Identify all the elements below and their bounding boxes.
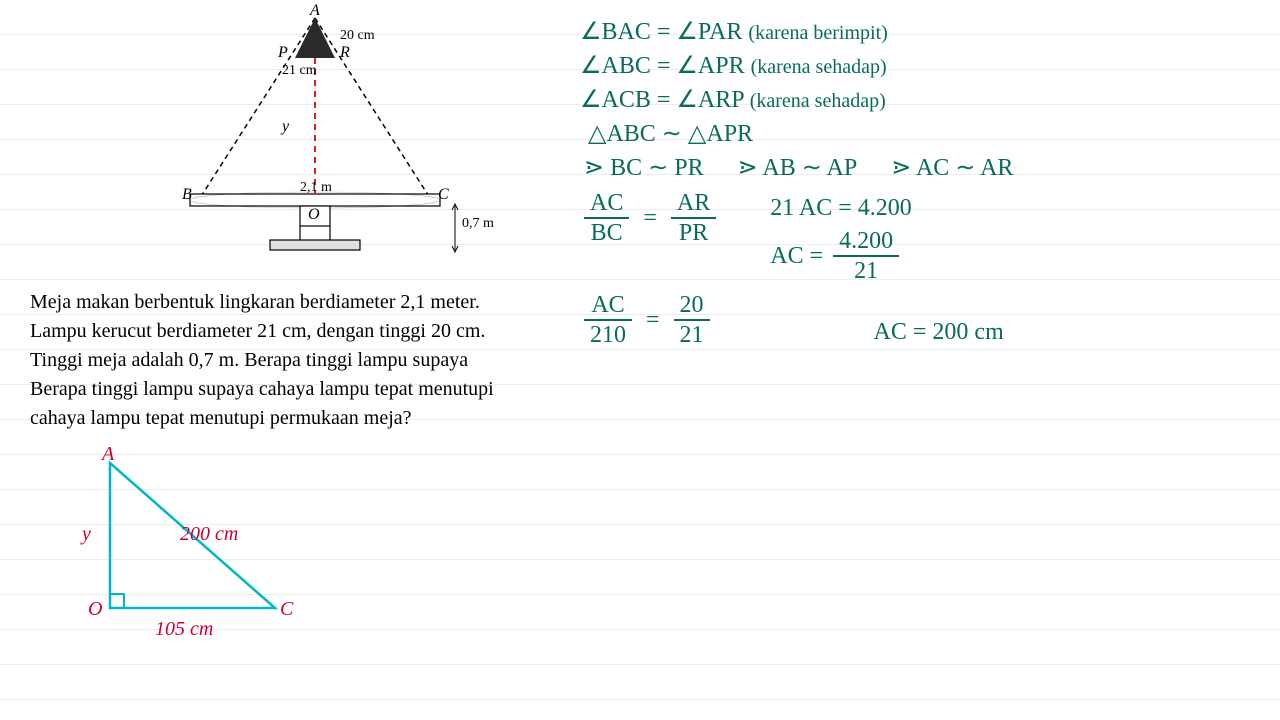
hw-text: (karena sehadap) <box>750 90 886 112</box>
hw-text: △ABC ∼ △APR <box>580 117 1260 151</box>
hw-result: AC = 200 cm <box>874 315 1004 349</box>
label-y: y <box>282 118 289 136</box>
label2-A: A <box>102 443 114 466</box>
fraction: AR PR <box>671 191 716 245</box>
problem-line: Tinggi meja adalah 0,7 m. Berapa tinggi … <box>30 346 590 375</box>
label2-C: C <box>280 598 293 621</box>
label-R: R <box>340 44 350 62</box>
fraction: AC 210 <box>584 293 632 347</box>
hw-text: ∠ABC = ∠APR <box>580 53 745 79</box>
label2-y: y <box>82 523 91 546</box>
problem-line: Berapa tinggi lampu supaya cahaya lampu … <box>30 375 590 404</box>
hw-text: AC = <box>770 239 823 273</box>
label2-hyp: 200 cm <box>180 523 238 546</box>
label2-O: O <box>88 598 102 621</box>
hw-text: ⋗ BC ∼ PR <box>584 151 704 185</box>
label2-base: 105 cm <box>155 618 213 641</box>
problem-line: Meja makan berbentuk lingkaran berdiamet… <box>30 288 590 317</box>
diagram-lamp-table: A P R 20 cm 21 cm y B C 2,1 m O 0,7 m <box>130 8 530 268</box>
label-B: B <box>182 186 192 204</box>
problem-line: cahaya lampu tepat menutupi permukaan me… <box>30 404 590 433</box>
fraction: 20 21 <box>674 293 710 347</box>
hw-text: ⋗ AC ∼ AR <box>891 151 1013 185</box>
handwritten-solution: ∠BAC = ∠PAR (karena berimpit) ∠ABC = ∠AP… <box>580 15 1260 350</box>
eq-sign: = <box>643 201 657 235</box>
hw-text: (karena sehadap) <box>751 56 887 78</box>
eq-sign: = <box>646 303 660 337</box>
label-21cm: 21 cm <box>282 63 317 79</box>
hw-text: (karena berimpit) <box>748 22 887 44</box>
hw-text: ∠ACB = ∠ARP <box>580 87 744 113</box>
diagram-right-triangle: A y 200 cm O C 105 cm <box>80 443 340 658</box>
fraction: AC BC <box>584 191 629 245</box>
label-21m: 2,1 m <box>300 180 332 196</box>
hw-text: ⋗ AB ∼ AP <box>738 151 858 185</box>
label-07m: 0,7 m <box>462 216 494 232</box>
problem-line: Lampu kerucut berdiameter 21 cm, dengan … <box>30 317 590 346</box>
label-C: C <box>438 186 449 204</box>
hw-text: 21 AC = 4.200 <box>770 191 912 225</box>
fraction: 4.200 21 <box>833 229 899 283</box>
label-O: O <box>308 206 320 224</box>
problem-statement: Meja makan berbentuk lingkaran berdiamet… <box>30 288 590 433</box>
hw-text: ∠BAC = ∠PAR <box>580 19 742 45</box>
label-A: A <box>310 2 320 20</box>
label-P: P <box>278 44 288 62</box>
label-20cm: 20 cm <box>340 28 375 44</box>
